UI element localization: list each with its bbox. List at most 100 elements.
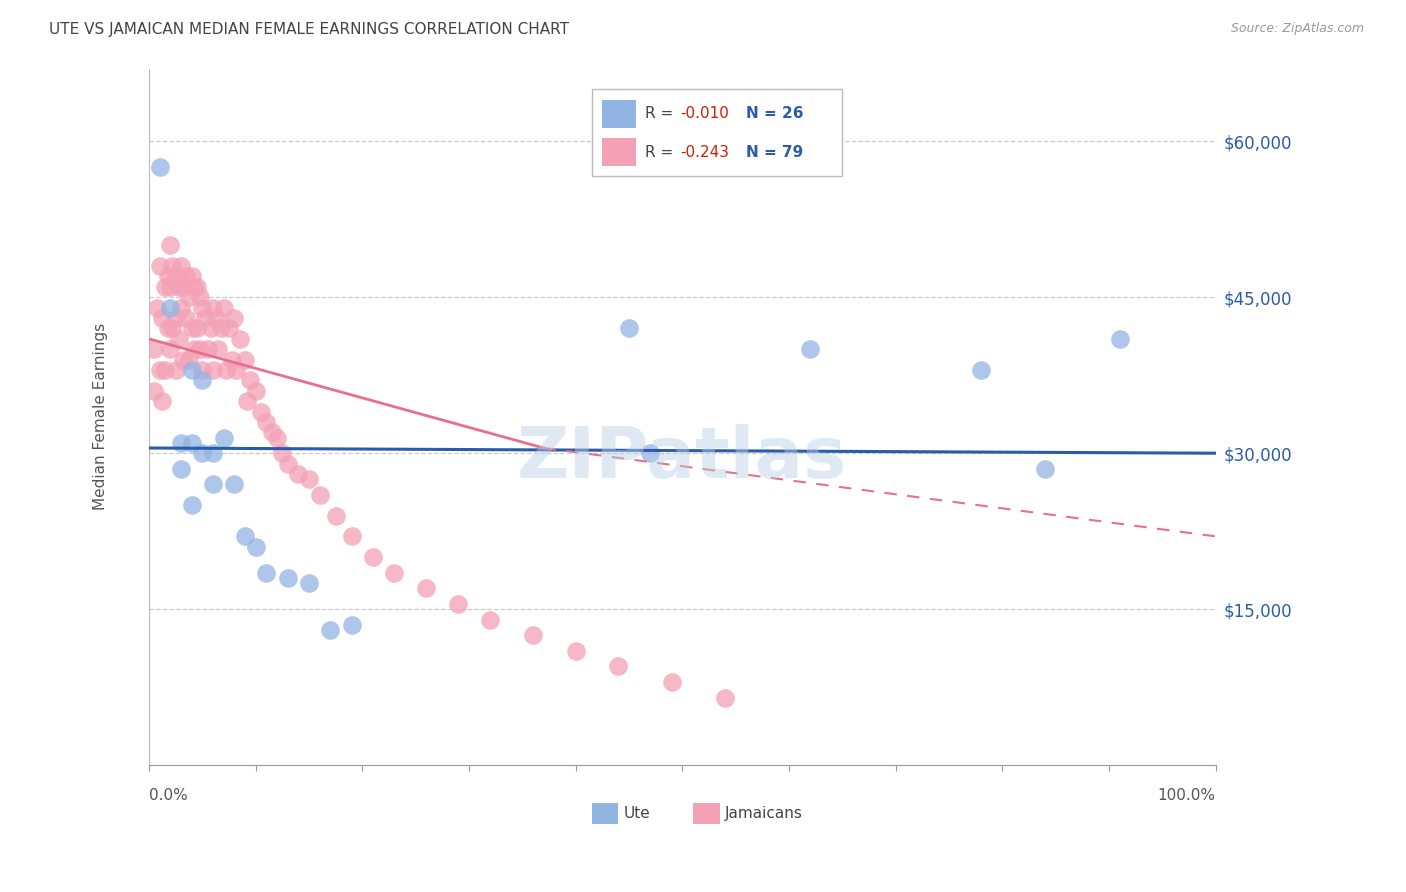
Point <box>224 311 246 326</box>
FancyBboxPatch shape <box>693 804 720 824</box>
Point <box>207 343 229 357</box>
Text: ZIPatlas: ZIPatlas <box>517 424 848 493</box>
Point <box>287 467 309 481</box>
Text: 100.0%: 100.0% <box>1157 788 1216 803</box>
Point <box>159 238 181 252</box>
Point <box>277 571 299 585</box>
Point <box>180 435 202 450</box>
Point <box>250 404 273 418</box>
Point <box>638 446 661 460</box>
Point <box>201 301 224 315</box>
Point <box>174 269 197 284</box>
Point <box>714 690 737 705</box>
Point <box>179 352 201 367</box>
Point <box>1108 332 1130 346</box>
Point <box>298 576 321 591</box>
Point <box>170 462 193 476</box>
Point <box>159 343 181 357</box>
Text: 0.0%: 0.0% <box>149 788 187 803</box>
Point <box>201 446 224 460</box>
Text: -0.010: -0.010 <box>681 106 728 121</box>
Point <box>308 488 330 502</box>
Point <box>479 613 502 627</box>
Point <box>205 311 228 326</box>
FancyBboxPatch shape <box>592 804 619 824</box>
Point <box>170 301 193 315</box>
Point <box>188 343 211 357</box>
Point <box>150 311 173 326</box>
Point <box>201 477 224 491</box>
Point <box>159 301 181 315</box>
Point <box>607 659 630 673</box>
Point <box>236 394 259 409</box>
Point <box>157 269 180 284</box>
Point <box>212 301 235 315</box>
Point <box>191 446 214 460</box>
Point <box>799 343 821 357</box>
Text: R =: R = <box>645 145 678 160</box>
Point <box>1033 462 1056 476</box>
Point <box>180 269 202 284</box>
Point <box>564 644 586 658</box>
Point <box>191 363 214 377</box>
Point <box>146 301 169 315</box>
Point <box>159 280 181 294</box>
Point <box>225 363 247 377</box>
Point <box>165 269 187 284</box>
Point <box>170 435 193 450</box>
Point <box>180 321 202 335</box>
Point <box>245 540 267 554</box>
Point <box>415 582 437 596</box>
Point <box>180 363 202 377</box>
Point <box>162 321 184 335</box>
Point <box>162 259 184 273</box>
Point <box>245 384 267 398</box>
Point <box>254 415 277 429</box>
Point <box>157 321 180 335</box>
Point <box>319 623 342 637</box>
Point <box>150 394 173 409</box>
Point <box>212 431 235 445</box>
Point <box>254 566 277 580</box>
Point <box>447 597 470 611</box>
Text: UTE VS JAMAICAN MEDIAN FEMALE EARNINGS CORRELATION CHART: UTE VS JAMAICAN MEDIAN FEMALE EARNINGS C… <box>49 22 569 37</box>
Point <box>239 373 262 387</box>
Point <box>221 352 243 367</box>
Point <box>266 431 288 445</box>
Text: R =: R = <box>645 106 678 121</box>
Text: Source: ZipAtlas.com: Source: ZipAtlas.com <box>1230 22 1364 36</box>
Text: Jamaicans: Jamaicans <box>725 806 803 822</box>
Point <box>340 617 363 632</box>
Point <box>153 280 176 294</box>
Text: Ute: Ute <box>624 806 651 822</box>
Point <box>228 332 250 346</box>
FancyBboxPatch shape <box>592 89 842 177</box>
Point <box>617 321 640 335</box>
Point <box>186 280 208 294</box>
Point <box>179 290 201 304</box>
Point <box>201 363 224 377</box>
Point <box>233 352 256 367</box>
Text: N = 79: N = 79 <box>747 145 803 160</box>
Point <box>180 498 202 512</box>
Point <box>970 363 993 377</box>
Point <box>186 321 208 335</box>
Point <box>183 280 205 294</box>
Point <box>183 343 205 357</box>
Point <box>233 529 256 543</box>
Text: -0.243: -0.243 <box>681 145 730 160</box>
Point <box>143 384 166 398</box>
Point <box>148 161 170 175</box>
Text: N = 26: N = 26 <box>747 106 804 121</box>
Point <box>224 477 246 491</box>
Point <box>522 628 544 642</box>
Point <box>191 373 214 387</box>
Point <box>188 290 211 304</box>
Point <box>298 472 321 486</box>
Point <box>165 311 187 326</box>
Point <box>661 674 683 689</box>
Point <box>197 343 219 357</box>
Point <box>167 280 190 294</box>
Point <box>143 343 166 357</box>
Point <box>191 301 214 315</box>
